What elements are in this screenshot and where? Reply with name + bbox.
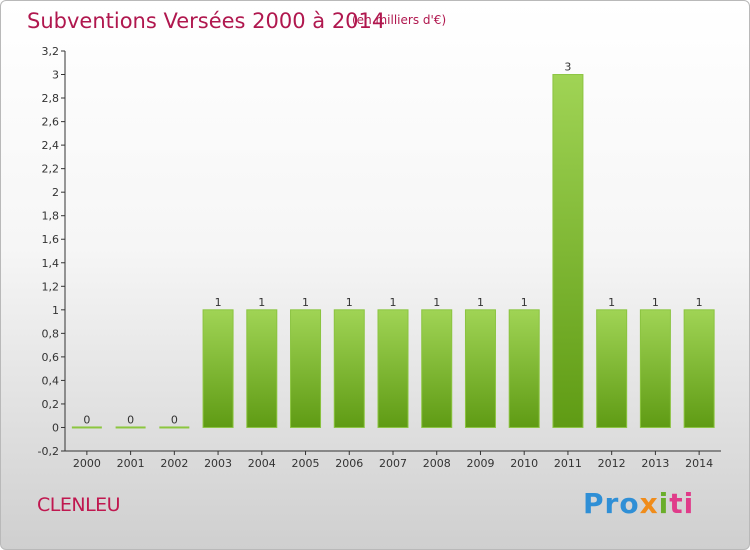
- x-tick-label: 2005: [292, 457, 320, 470]
- proxiti-logo[interactable]: Proxiti: [583, 487, 694, 520]
- data-label: 0: [127, 413, 134, 426]
- y-tick-label: 0,4: [42, 374, 60, 387]
- data-label: 1: [302, 296, 309, 309]
- bar: [159, 426, 190, 429]
- x-axis: 2000 2001 2002 2003 2004 2005 2006 2007 2008 2009…: [65, 450, 721, 470]
- x-tick-label: 2010: [510, 457, 538, 470]
- bar: [464, 309, 496, 428]
- bar: [290, 309, 322, 428]
- data-label: 1: [652, 296, 659, 309]
- y-tick-label: 1,8: [42, 210, 60, 223]
- x-tick-label: 2001: [117, 457, 145, 470]
- y-tick-label: -0,2: [38, 445, 59, 458]
- logo-part-4: ti: [669, 487, 695, 520]
- bar: [333, 309, 365, 428]
- y-tick-label: 0,2: [42, 398, 60, 411]
- y-tick-label: 2,4: [42, 139, 60, 152]
- data-label: 1: [215, 296, 222, 309]
- data-label: 1: [346, 296, 353, 309]
- data-label: 0: [171, 413, 178, 426]
- x-tick-label: 2014: [685, 457, 713, 470]
- x-tick-label: 2008: [423, 457, 451, 470]
- x-tick-label: 2000: [73, 457, 101, 470]
- x-tick-label: 2006: [335, 457, 363, 470]
- chart-subtitle: (en milliers d'€): [352, 13, 447, 27]
- y-tick-label: 3: [52, 69, 59, 82]
- logo-part-3: i: [658, 487, 670, 520]
- data-label: 1: [696, 296, 703, 309]
- x-tick-label: 2011: [554, 457, 582, 470]
- x-tick-label: 2012: [598, 457, 626, 470]
- x-tick-label: 2013: [641, 457, 669, 470]
- bar: [115, 426, 146, 429]
- x-tick-label: 2007: [379, 457, 407, 470]
- chart-title: Subventions Versées 2000 à 2014: [27, 9, 386, 33]
- y-tick-label: 0: [52, 421, 59, 434]
- data-label: 1: [433, 296, 440, 309]
- x-tick-label: 2004: [248, 457, 276, 470]
- y-tick-label: 1,6: [42, 233, 60, 246]
- data-label: 1: [521, 296, 528, 309]
- bar: [71, 426, 102, 429]
- y-tick-label: 2,8: [42, 92, 60, 105]
- y-tick-label: 3,2: [42, 45, 60, 58]
- y-tick-label: 2: [52, 186, 59, 199]
- y-tick-label: 1: [52, 304, 59, 317]
- data-label: 1: [608, 296, 615, 309]
- bar: [421, 309, 453, 428]
- data-label: 1: [258, 296, 265, 309]
- bar: [639, 309, 671, 428]
- bar: [508, 309, 540, 428]
- data-label: 1: [477, 296, 484, 309]
- bars: 0 0 0 1 1 1 1 1 1 1 1 3 1 1 1: [71, 61, 715, 429]
- x-tick-label: 2003: [204, 457, 232, 470]
- data-label: 0: [83, 413, 90, 426]
- bar: [552, 74, 584, 428]
- y-tick-label: 2,2: [42, 163, 60, 176]
- bar: [202, 309, 234, 428]
- bar: [377, 309, 409, 428]
- commune-name: CLENLEU: [37, 494, 121, 516]
- y-tick-label: 1,2: [42, 280, 60, 293]
- logo-part-1: Pro: [583, 487, 640, 520]
- bar: [596, 309, 628, 428]
- data-label: 3: [564, 61, 571, 74]
- x-tick-label: 2002: [160, 457, 188, 470]
- y-axis: -0,2 0 0,2 0,4 0,6 0,8 1 1,2 1,4 1,6 1,8 2 2,2 2,4 2,6…: [38, 45, 66, 458]
- bar: [246, 309, 278, 428]
- y-tick-label: 0,6: [42, 351, 60, 364]
- y-tick-label: 0,8: [42, 327, 60, 340]
- y-tick-label: 2,6: [42, 116, 60, 129]
- bar: [683, 309, 715, 428]
- data-label: 1: [390, 296, 397, 309]
- y-tick-label: 1,4: [42, 257, 60, 270]
- logo-part-2: x: [639, 487, 659, 520]
- x-tick-label: 2009: [466, 457, 494, 470]
